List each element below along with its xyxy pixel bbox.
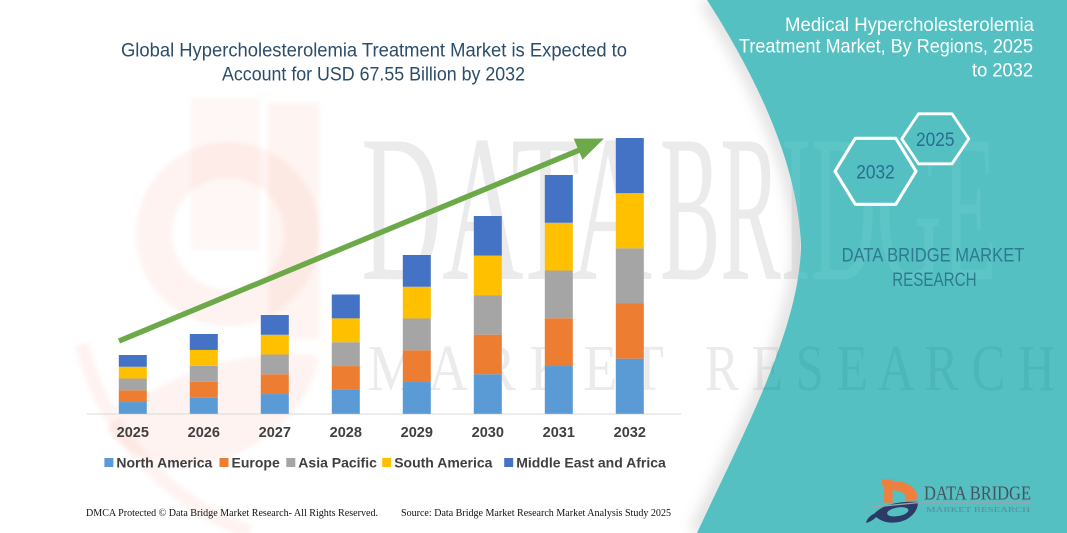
svg-text:RESEARCH: RESEARCH (892, 269, 976, 291)
svg-text:North America: North America (116, 455, 212, 471)
svg-text:Europe: Europe (232, 455, 280, 471)
svg-text:Global Hypercholesterolemia Tr: Global Hypercholesterolemia Treatment Ma… (121, 40, 627, 61)
svg-text:Middle East and Africa: Middle East and Africa (516, 455, 666, 471)
svg-text:2025: 2025 (117, 425, 149, 441)
svg-text:DMCA Protected © Data Bridge M: DMCA Protected © Data Bridge Market Rese… (86, 507, 378, 519)
svg-text:Medical Hypercholesterolemia: Medical Hypercholesterolemia (785, 14, 1034, 36)
svg-text:DATA BRIDGE: DATA BRIDGE (924, 483, 1031, 505)
svg-text:2028: 2028 (330, 425, 362, 441)
svg-text:2032: 2032 (856, 162, 895, 183)
svg-text:2030: 2030 (472, 425, 504, 441)
svg-text:Account for USD 67.55 Billion: Account for USD 67.55 Billion by 2032 (222, 64, 525, 85)
svg-text:Treatment Market, By Regions,: Treatment Market, By Regions, 2025 (739, 36, 1033, 58)
svg-text:2029: 2029 (401, 425, 433, 441)
svg-text:2025: 2025 (916, 130, 955, 151)
svg-text:to 2032: to 2032 (972, 60, 1033, 82)
svg-text:2032: 2032 (614, 425, 646, 441)
svg-text:Source: Data Bridge Market Res: Source: Data Bridge Market Research Mark… (401, 507, 671, 519)
svg-text:2027: 2027 (259, 425, 291, 441)
svg-text:South America: South America (394, 455, 492, 471)
svg-text:Asia Pacific: Asia Pacific (298, 455, 377, 471)
svg-text:DATA BRIDGE MARKET: DATA BRIDGE MARKET (842, 245, 1025, 267)
svg-text:2026: 2026 (188, 425, 220, 441)
svg-text:MARKET RESEARCH: MARKET RESEARCH (926, 506, 1030, 514)
svg-text:2031: 2031 (543, 425, 575, 441)
